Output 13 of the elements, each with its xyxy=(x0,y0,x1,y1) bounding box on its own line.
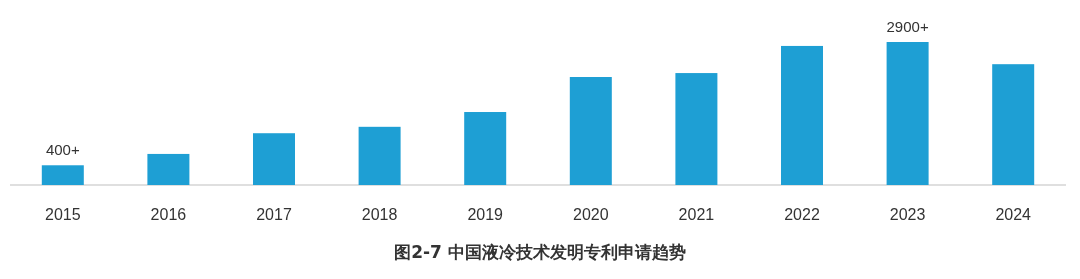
x-tick-label: 2017 xyxy=(256,206,292,223)
data-label: 400+ xyxy=(45,141,80,159)
x-tick-label: 2023 xyxy=(889,206,926,223)
data-label: 2900+ xyxy=(886,18,929,35)
x-tick-label: 2016 xyxy=(150,206,187,223)
x-tick-label: 2018 xyxy=(361,206,398,223)
x-tick-label: 2020 xyxy=(573,206,609,223)
text: 图2-7 中国液冷技术发明专利申请趋势 xyxy=(394,242,686,262)
x-tick-label: 2024 xyxy=(995,206,1032,223)
x-tick-label: 2021 xyxy=(678,206,715,223)
x-tick-label: 2019 xyxy=(467,206,504,223)
x-tick-label: 2022 xyxy=(784,206,820,223)
x-tick-label: 2015 xyxy=(45,206,81,223)
